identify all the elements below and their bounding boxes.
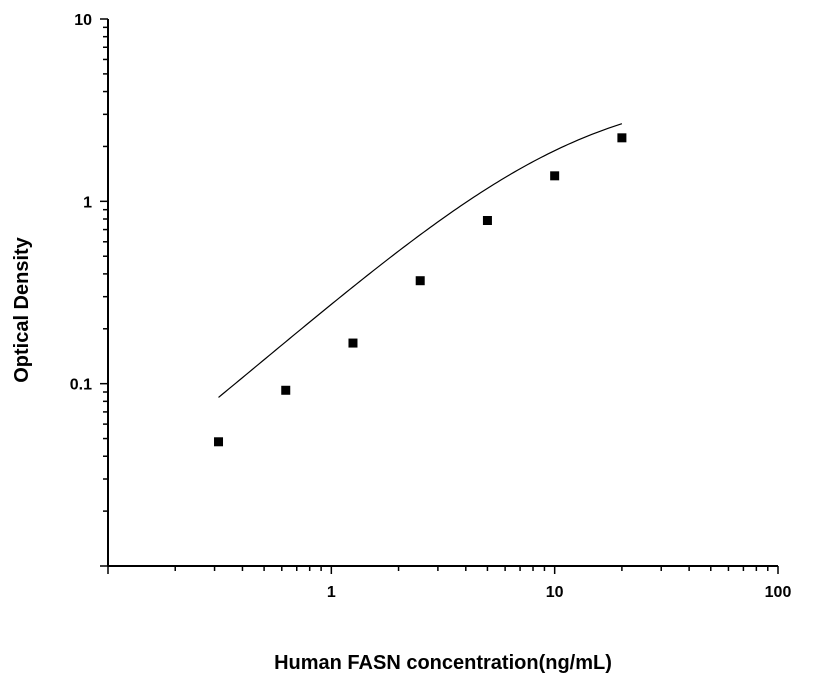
x-axis-title: Human FASN concentration(ng/mL) xyxy=(274,652,612,674)
data-point xyxy=(415,276,425,286)
data-point xyxy=(550,171,560,181)
data-point xyxy=(617,133,627,143)
x-tick-label: 10 xyxy=(546,584,564,601)
data-point xyxy=(214,437,224,447)
x-axis-ticks: 1 10 100 xyxy=(107,566,792,601)
y-tick-label: 1 xyxy=(83,194,92,211)
data-point xyxy=(281,385,291,395)
y-axis-title: Optical Density xyxy=(11,236,33,382)
fit-curve xyxy=(218,123,623,398)
x-tick-label: 100 xyxy=(765,584,792,601)
x-tick-label: 1 xyxy=(327,584,336,601)
y-tick-label: 0.1 xyxy=(70,377,92,394)
data-point xyxy=(348,338,358,348)
y-axis-ticks: 0.1 1 10 xyxy=(70,12,108,567)
plot-area xyxy=(107,19,778,567)
data-point xyxy=(482,216,492,226)
y-tick-label: 10 xyxy=(74,12,92,29)
